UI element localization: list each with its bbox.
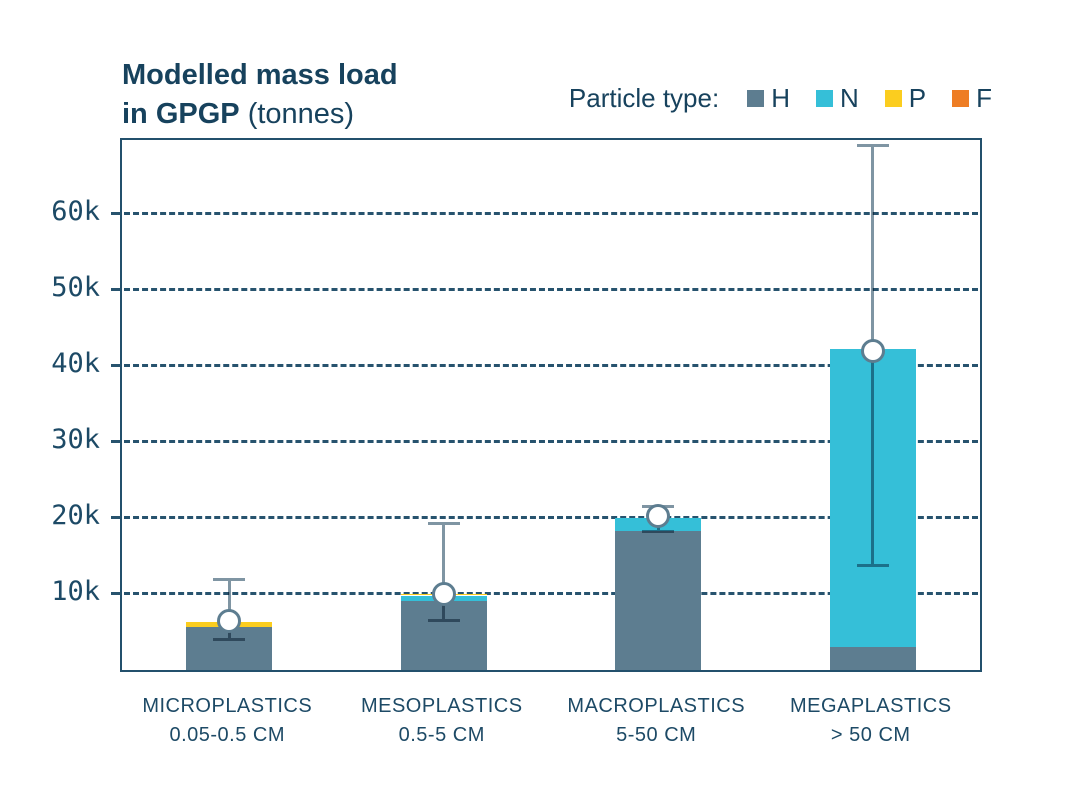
error-bar-marker-macroplastics (646, 503, 671, 528)
gridline-60k (124, 212, 978, 216)
x-axis-label-name: MICROPLASTICS (142, 695, 313, 717)
bar-segment-H-megaplastics (829, 647, 916, 670)
legend-swatch-P (884, 90, 902, 107)
legend-item-H: H (747, 83, 790, 114)
error-bar-cap-top (856, 144, 889, 148)
gridline-40k (124, 364, 978, 368)
x-axis-label-microplastics: MICROPLASTICS 0.05-0.5 CM (112, 692, 342, 750)
error-bar-line (227, 578, 231, 639)
legend-swatch-H (747, 90, 765, 107)
chart-title-units: (tonnes) (239, 98, 355, 130)
y-axis-tick (111, 515, 121, 519)
error-bar-marker-megaplastics (860, 338, 885, 363)
legend-swatch-N (815, 90, 833, 107)
gridline-20k (124, 516, 978, 520)
x-axis-label-name: MACROPLASTICS (567, 695, 746, 717)
error-bar-mesoplastics (122, 140, 980, 670)
x-axis-label-megaplastics: MEGAPLASTICS > 50 CM (756, 692, 986, 750)
x-axis-label-size: 5-50 CM (616, 724, 697, 746)
chart-title-line2: in GPGP (tonnes) (122, 98, 355, 130)
legend-item-label: H (771, 83, 790, 113)
legend-item-label: N (839, 83, 859, 113)
legend: Particle type: H N P F (569, 83, 992, 114)
gridline-10k (124, 592, 978, 596)
legend-item-N: N (815, 83, 859, 114)
legend-swatch-F (952, 90, 970, 107)
x-axis-label-size: 0.05-0.5 CM (169, 724, 286, 746)
legend-item-label: F (976, 83, 992, 113)
error-bar-cap-bottom (642, 529, 675, 533)
x-axis-label-macroplastics: MACROPLASTICS 5-50 CM (541, 692, 771, 750)
chart-title-line1: Modelled mass load (122, 59, 398, 91)
bar-segment-H-macroplastics (615, 530, 702, 670)
plot-area (120, 138, 982, 672)
legend-item-F: F (952, 83, 992, 114)
error-bar-cap-bottom (427, 618, 460, 622)
error-bar-cap-bottom (213, 637, 246, 641)
error-bar-cap-top (427, 522, 460, 526)
legend-label: Particle type: (568, 83, 720, 113)
x-axis-label-mesoplastics: MESOPLASTICS 0.5-5 CM (327, 692, 557, 750)
gridline-30k (124, 440, 978, 444)
gridline-50k (124, 288, 978, 292)
legend-item-label: P (908, 83, 927, 113)
x-axis-label-name: MESOPLASTICS (360, 695, 523, 717)
x-axis-label-name: MEGAPLASTICS (789, 695, 952, 717)
y-tick-label: 20k (51, 499, 100, 531)
error-bar-line (442, 523, 446, 620)
y-axis-tick (111, 211, 121, 215)
x-axis-label-size: > 50 CM (830, 724, 911, 746)
y-tick-label: 30k (51, 423, 100, 455)
error-bar-marker-microplastics (217, 609, 242, 634)
y-tick-label: 10k (51, 575, 100, 607)
y-axis-tick (111, 363, 121, 367)
y-tick-label: 50k (51, 271, 100, 303)
y-axis-tick (111, 591, 121, 595)
y-tick-label: 40k (51, 347, 100, 379)
error-bar-megaplastics (122, 140, 980, 670)
y-axis-tick (111, 439, 121, 443)
y-axis-tick (111, 287, 121, 291)
error-bar-microplastics (122, 140, 980, 670)
error-bar-marker-mesoplastics (431, 581, 456, 606)
chart-title: Modelled mass load in GPGP (tonnes) (122, 56, 398, 134)
x-axis-label-size: 0.5-5 CM (398, 724, 485, 746)
error-bar-cap-top (213, 577, 246, 581)
error-bar-cap-bottom (856, 564, 889, 568)
y-tick-label: 60k (51, 195, 100, 227)
legend-item-P: P (884, 83, 927, 114)
